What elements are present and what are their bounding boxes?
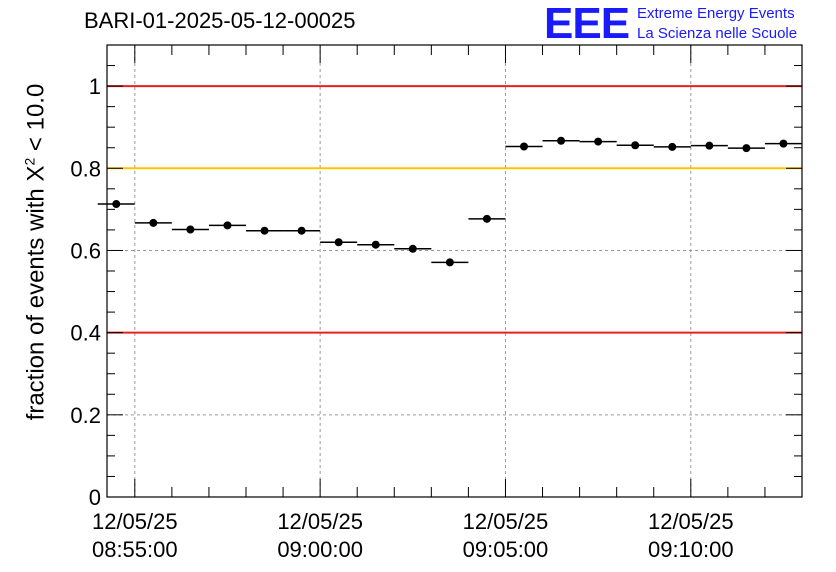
data-point <box>445 258 454 267</box>
data-point <box>297 226 306 235</box>
data-point <box>742 144 751 153</box>
logo-line-2: La Scienza nelle Scuole <box>637 25 798 42</box>
eee-logo-text: Extreme Energy Events La Scienza nelle S… <box>637 4 797 44</box>
x-tick-label-date: 12/05/25 <box>277 509 363 534</box>
y-tick-label: 0 <box>89 485 101 510</box>
data-point <box>557 136 566 145</box>
x-tick-label-time: 09:05:00 <box>463 537 549 562</box>
data-point <box>223 221 232 230</box>
data-point <box>705 141 714 150</box>
x-tick-label-date: 12/05/25 <box>92 509 178 534</box>
plot-frame <box>106 44 803 498</box>
x-tick-label-time: 09:10:00 <box>648 537 734 562</box>
y-tick-label: 0.4 <box>70 321 101 346</box>
data-point <box>371 240 380 249</box>
x-tick-label-time: 09:00:00 <box>277 537 363 562</box>
data-point <box>260 226 269 235</box>
y-tick-label: 0.6 <box>70 238 101 263</box>
data-point <box>112 200 121 209</box>
x-tick-label-date: 12/05/25 <box>648 509 734 534</box>
data-point <box>668 142 677 151</box>
data-point <box>482 214 491 223</box>
data-point <box>186 225 195 234</box>
data-point <box>594 137 603 146</box>
data-point <box>334 238 343 247</box>
data-point <box>779 139 788 148</box>
data-point <box>408 244 417 253</box>
x-tick-label-date: 12/05/25 <box>463 509 549 534</box>
data-point <box>631 141 640 150</box>
y-tick-label: 0.8 <box>70 156 101 181</box>
logo-line-1: Extreme Energy Events <box>637 5 795 22</box>
x-tick-label-time: 08:55:00 <box>92 537 178 562</box>
data-point <box>149 218 158 227</box>
y-tick-label: 1 <box>89 74 101 99</box>
eee-logo: EEE <box>544 0 630 48</box>
y-tick-label: 0.2 <box>70 403 101 428</box>
chart-title: BARI-01-2025-05-12-00025 <box>84 8 356 33</box>
data-point <box>520 142 528 151</box>
